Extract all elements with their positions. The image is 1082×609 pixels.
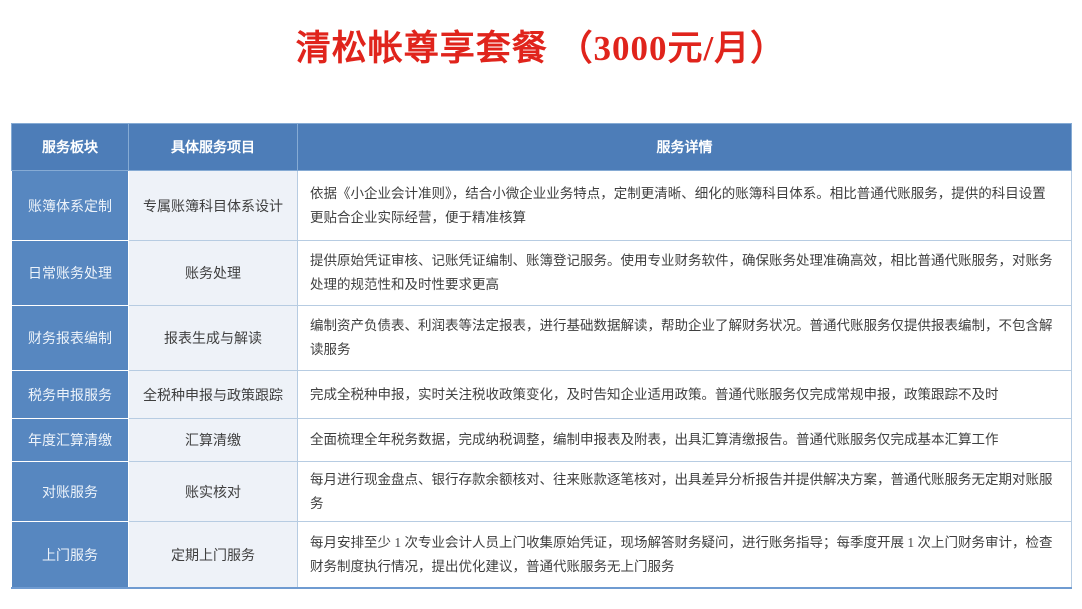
module-cell: 账簿体系定制 — [11, 170, 129, 241]
item-cell: 定期上门服务 — [128, 521, 298, 589]
detail-cell: 提供原始凭证审核、记账凭证编制、账簿登记服务。使用专业财务软件，确保账务处理准确… — [297, 240, 1072, 306]
item-cell: 专属账簿科目体系设计 — [128, 170, 298, 241]
detail-cell: 全面梳理全年税务数据，完成纳税调整，编制申报表及附表，出具汇算清缴报告。普通代账… — [297, 418, 1072, 462]
table-header-row: 服务板块 具体服务项目 服务详情 — [11, 123, 1072, 171]
detail-cell: 每月进行现金盘点、银行存款余额核对、往来账款逐笔核对，出具差异分析报告并提供解决… — [297, 460, 1072, 523]
detail-cell: 每月安排至少 1 次专业会计人员上门收集原始凭证，现场解答财务疑问，进行账务指导… — [297, 521, 1072, 589]
header-service-item: 具体服务项目 — [128, 123, 298, 171]
module-cell: 上门服务 — [11, 521, 129, 589]
item-cell: 全税种申报与政策跟踪 — [128, 370, 298, 419]
module-cell: 财务报表编制 — [11, 305, 129, 371]
table-row: 年度汇算清缴 汇算清缴 全面梳理全年税务数据，完成纳税调整，编制申报表及附表，出… — [11, 418, 1072, 462]
module-cell: 年度汇算清缴 — [11, 418, 129, 462]
table-row: 税务申报服务 全税种申报与政策跟踪 完成全税种申报，实时关注税收政策变化，及时告… — [11, 370, 1072, 419]
page-title: 清松帐尊享套餐 （3000元/月） — [295, 29, 787, 68]
item-cell: 账务处理 — [128, 240, 298, 306]
header-service-module: 服务板块 — [11, 123, 129, 171]
service-package-table: 服务板块 具体服务项目 服务详情 账簿体系定制 专属账簿科目体系设计 依据《小企… — [11, 123, 1072, 589]
table-row: 上门服务 定期上门服务 每月安排至少 1 次专业会计人员上门收集原始凭证，现场解… — [11, 521, 1072, 589]
detail-cell: 依据《小企业会计准则》，结合小微企业业务特点，定制更清晰、细化的账簿科目体系。相… — [297, 170, 1072, 241]
item-cell: 账实核对 — [128, 460, 298, 523]
header-service-detail: 服务详情 — [297, 123, 1072, 171]
table-row: 日常账务处理 账务处理 提供原始凭证审核、记账凭证编制、账簿登记服务。使用专业财… — [11, 240, 1072, 306]
item-cell: 报表生成与解读 — [128, 305, 298, 371]
item-cell: 汇算清缴 — [128, 418, 298, 462]
table-row: 财务报表编制 报表生成与解读 编制资产负债表、利润表等法定报表，进行基础数据解读… — [11, 305, 1072, 371]
detail-cell: 编制资产负债表、利润表等法定报表，进行基础数据解读，帮助企业了解财务状况。普通代… — [297, 305, 1072, 371]
detail-cell: 完成全税种申报，实时关注税收政策变化，及时告知企业适用政策。普通代账服务仅完成常… — [297, 370, 1072, 419]
table-row: 对账服务 账实核对 每月进行现金盘点、银行存款余额核对、往来账款逐笔核对，出具差… — [11, 460, 1072, 523]
module-cell: 税务申报服务 — [11, 370, 129, 419]
module-cell: 日常账务处理 — [11, 240, 129, 306]
module-cell: 对账服务 — [11, 460, 129, 523]
table-row: 账簿体系定制 专属账簿科目体系设计 依据《小企业会计准则》，结合小微企业业务特点… — [11, 170, 1072, 241]
